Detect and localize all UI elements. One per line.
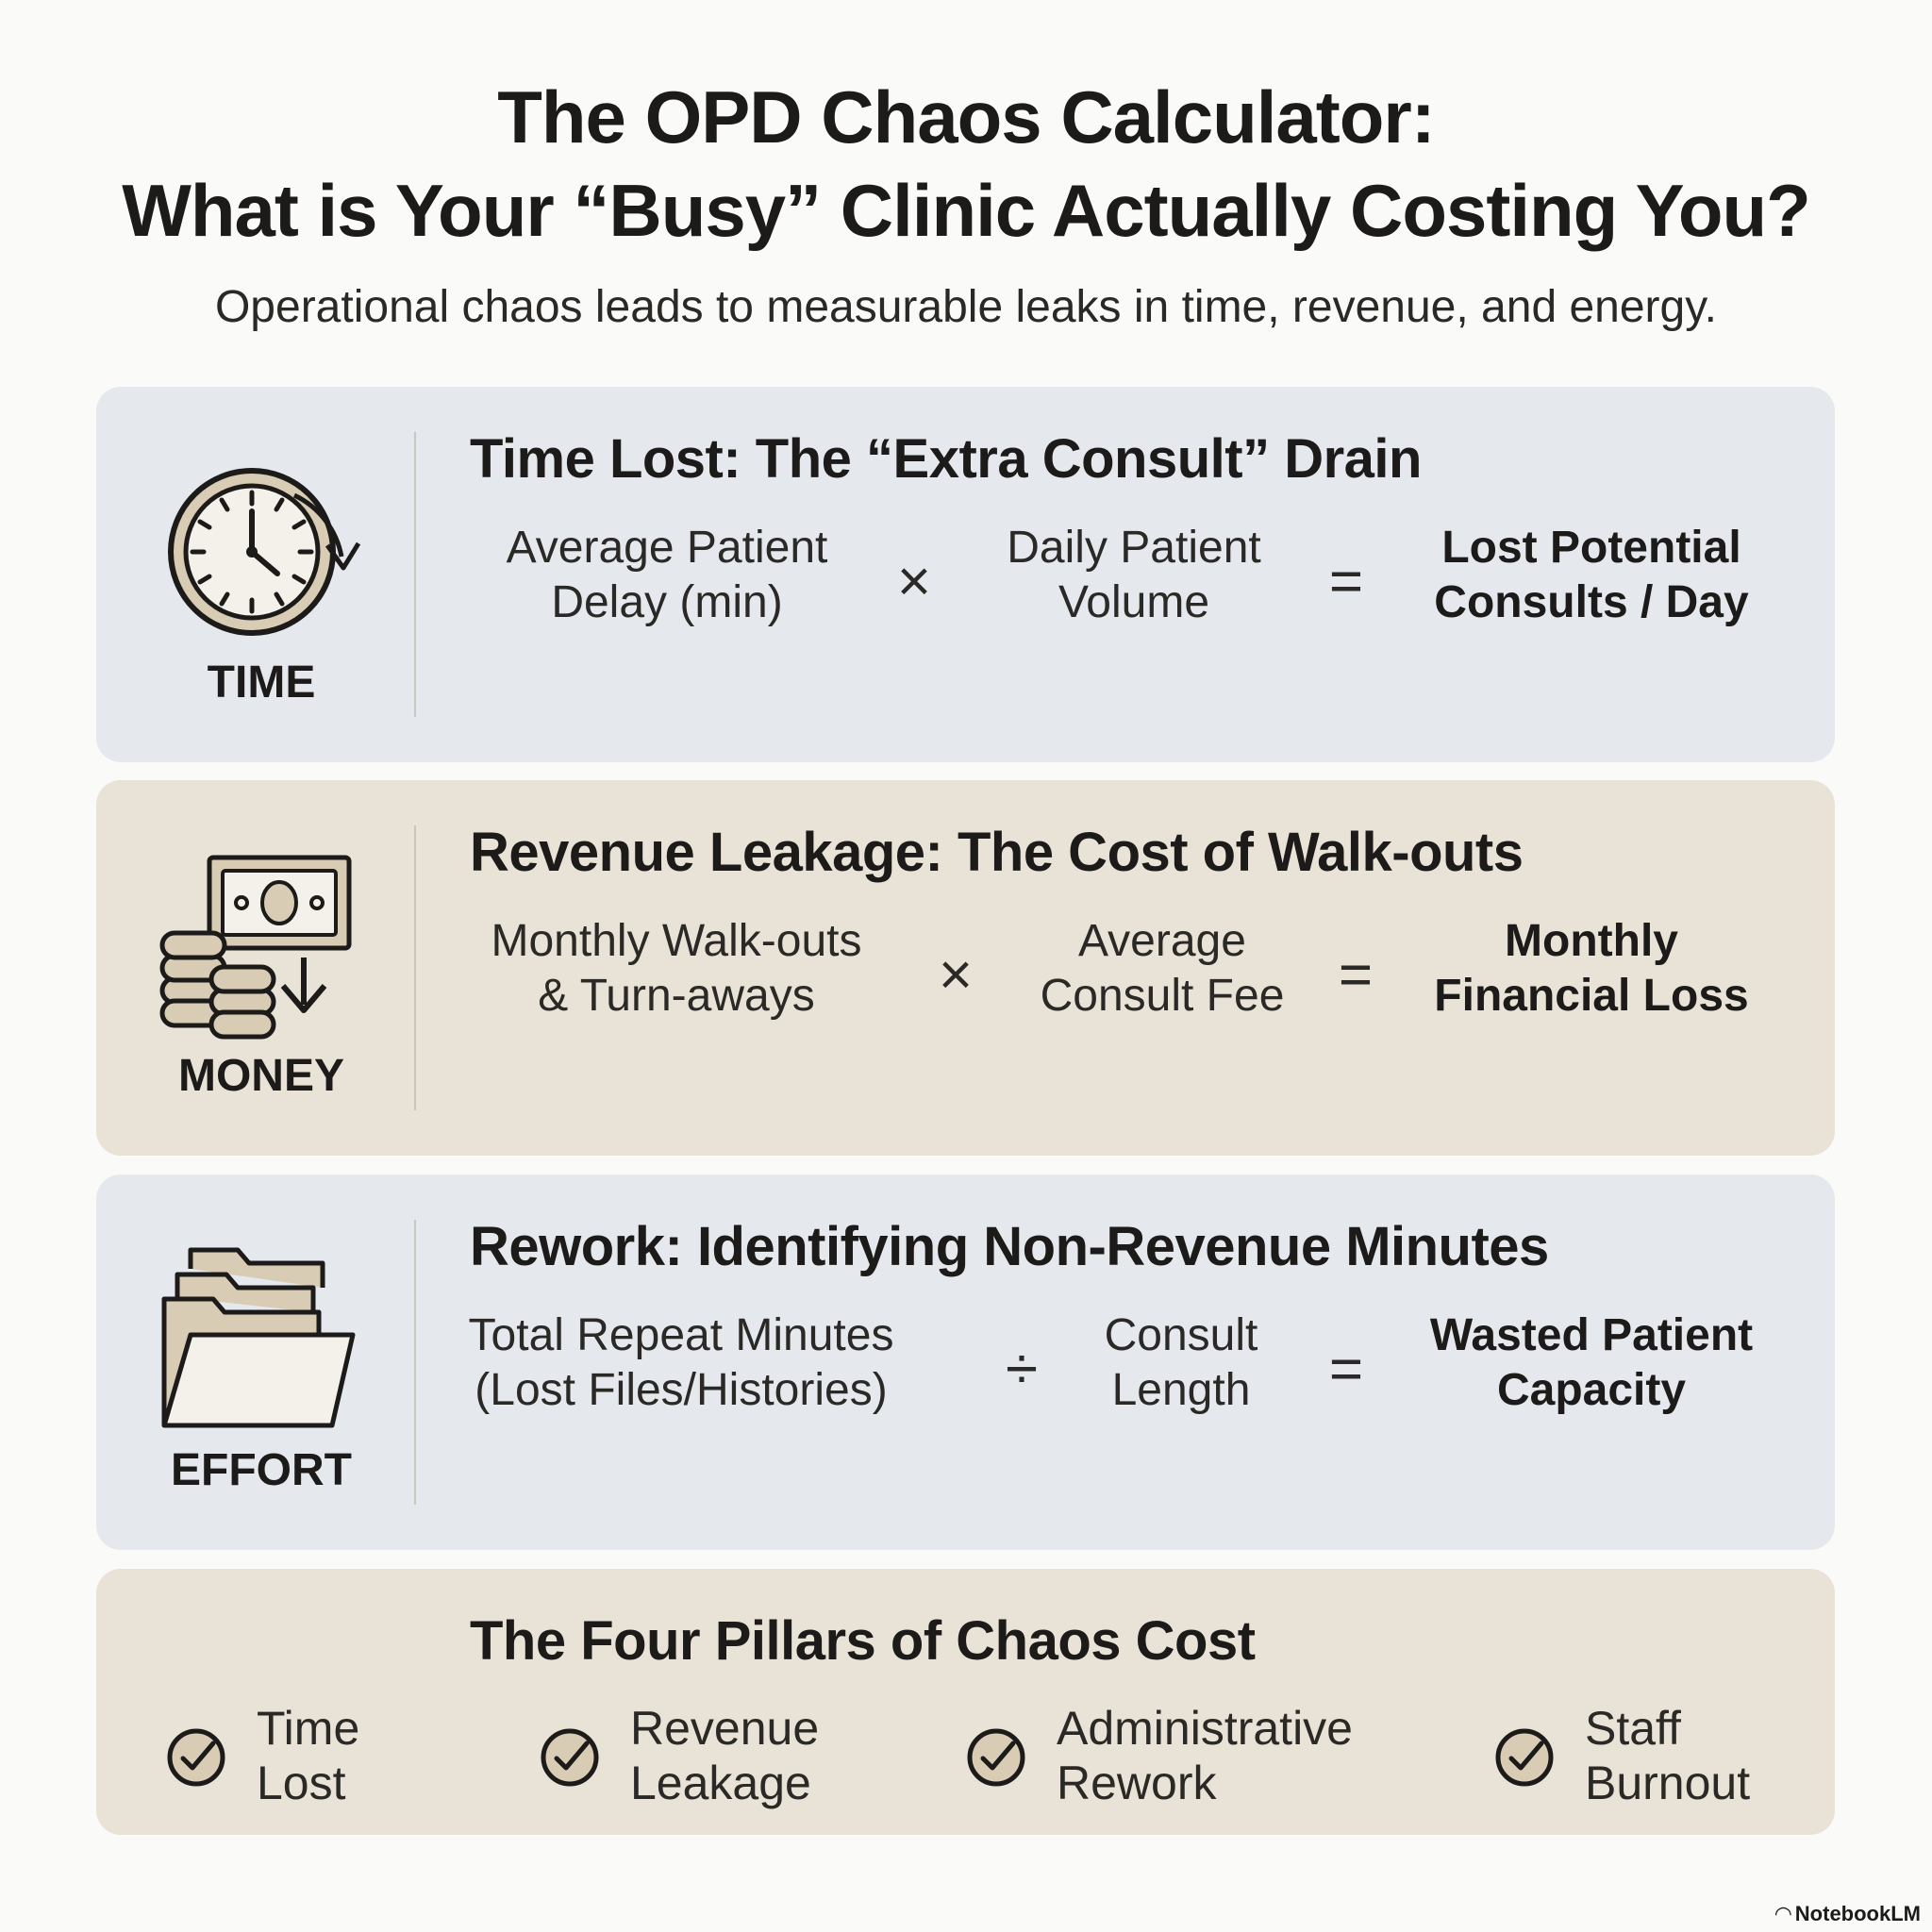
money-result: Monthly Financial Loss (1434, 916, 1749, 1021)
equals-operator: = (1338, 942, 1374, 1008)
money-term1: Monthly Walk-outs & Turn-aways (491, 916, 862, 1021)
time-section-title: Time Lost: The “Extra Consult” Drain (470, 428, 1422, 490)
money-section: MONEY Revenue Leakage: The Cost of Walk-… (96, 780, 1835, 1156)
effort-section: EFFORT Rework: Identifying Non-Revenue M… (96, 1174, 1835, 1550)
check-circle-icon (1495, 1728, 1554, 1787)
pillar-label: Administrative Rework (1057, 1702, 1353, 1809)
page-title-line2: What is Your “Busy” Clinic Actually Cost… (122, 169, 1811, 252)
check-circle-icon (167, 1728, 225, 1787)
page-subtitle: Operational chaos leads to measurable le… (214, 282, 1718, 332)
divide-operator: ÷ (1005, 1337, 1039, 1402)
multiply-operator: × (896, 549, 932, 614)
equals-operator: = (1328, 549, 1364, 614)
money-term2: Average Consult Fee (1040, 916, 1285, 1021)
multiply-operator: × (938, 942, 974, 1008)
pillars-section: The Four Pillars of Chaos Cost Time Lost … (96, 1569, 1835, 1835)
pillars-title: The Four Pillars of Chaos Cost (470, 1610, 1256, 1672)
money-label: MONEY (177, 1051, 344, 1101)
effort-term1: Total Repeat Minutes (Lost Files/Historie… (468, 1310, 894, 1415)
time-term2: Daily Patient Volume (1007, 523, 1261, 627)
time-result: Lost Potential Consults / Day (1434, 523, 1749, 627)
pillar-label: Staff Burnout (1585, 1702, 1751, 1809)
brand-watermark: ◠ NotebookLM (1774, 1902, 1921, 1925)
check-circle-icon (541, 1728, 599, 1787)
time-term1: Average Patient Delay (min) (506, 523, 828, 627)
section-divider (414, 825, 416, 1110)
equals-operator: = (1328, 1337, 1364, 1402)
clock-icon (153, 443, 370, 651)
pillar-label: Time Lost (257, 1702, 360, 1809)
pillar-label: Revenue Leakage (630, 1702, 820, 1809)
section-divider (414, 1220, 416, 1505)
time-label: TIME (207, 658, 316, 708)
effort-section-title: Rework: Identifying Non-Revenue Minutes (470, 1216, 1549, 1277)
notebooklm-icon: ◠ (1774, 1902, 1791, 1925)
effort-result: Wasted Patient Capacity (1429, 1310, 1754, 1415)
folder-icon (153, 1231, 370, 1439)
effort-term2: Consult Length (1104, 1310, 1258, 1415)
effort-label: EFFORT (171, 1445, 352, 1495)
page-title-line1: The OPD Chaos Calculator: (497, 75, 1436, 158)
money-icon (153, 837, 370, 1044)
time-section: TIME Time Lost: The “Extra Consult” Drai… (96, 387, 1835, 762)
check-circle-icon (967, 1728, 1025, 1787)
section-divider (414, 432, 416, 717)
money-section-title: Revenue Leakage: The Cost of Walk-outs (470, 822, 1524, 883)
